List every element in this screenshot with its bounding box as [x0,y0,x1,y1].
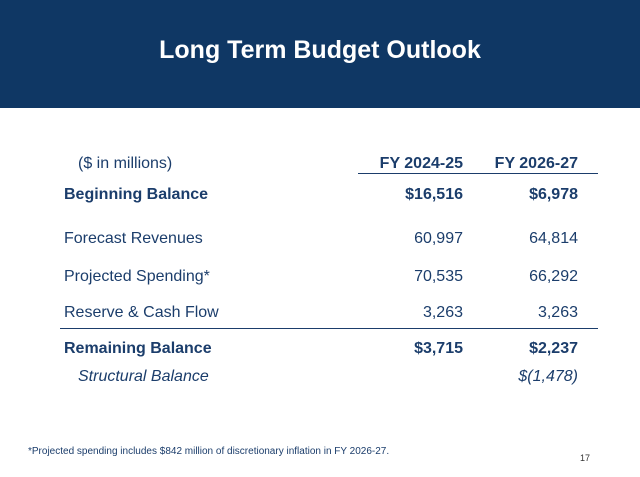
footnote: *Projected spending includes $842 millio… [28,446,390,457]
value-forecast-revenues-fy2024-25: 60,997 [414,230,463,247]
value-structural-balance-fy2026-27: $(1,478) [518,368,578,385]
row-label-beginning-balance: Beginning Balance [64,186,209,203]
page-title: Long Term Budget Outlook [159,36,481,64]
column-header-fy2024-25: FY 2024-25 [379,155,463,172]
value-reserve-cash-flow-fy2026-27: 3,263 [537,304,578,321]
row-label-forecast-revenues: Forecast Revenues [64,230,203,247]
value-projected-spending-fy2024-25: 70,535 [414,268,463,285]
value-reserve-cash-flow-fy2024-25: 3,263 [422,304,463,321]
title-banner [0,0,640,108]
value-remaining-balance-fy2026-27: $2,237 [529,340,578,357]
row-label-projected-spending: Projected Spending* [64,268,210,285]
units-label: ($ in millions) [78,155,173,172]
total-divider [60,328,598,329]
row-label-structural-balance: Structural Balance [78,368,209,385]
value-beginning-balance-fy2026-27: $6,978 [529,186,578,203]
header-underline [358,173,598,174]
value-remaining-balance-fy2024-25: $3,715 [414,340,463,357]
page-number: 17 [579,453,590,463]
row-label-remaining-balance: Remaining Balance [64,340,212,357]
value-projected-spending-fy2026-27: 66,292 [529,268,578,285]
row-label-reserve-cash-flow: Reserve & Cash Flow [64,304,219,321]
column-header-fy2026-27: FY 2026-27 [494,155,578,172]
value-forecast-revenues-fy2026-27: 64,814 [529,230,578,247]
value-beginning-balance-fy2024-25: $16,516 [405,186,463,203]
